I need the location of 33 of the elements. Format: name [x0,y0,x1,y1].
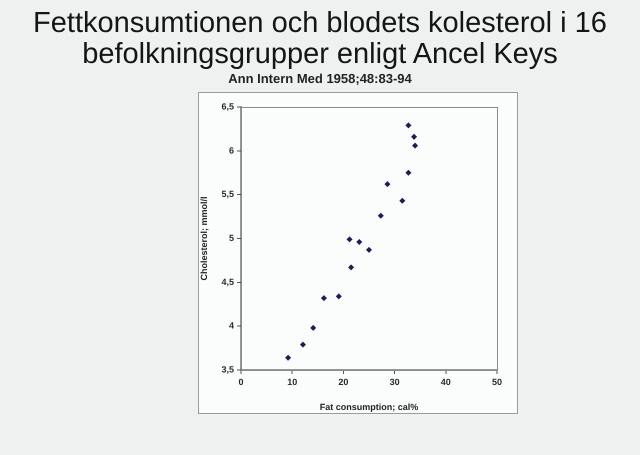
point [310,325,316,331]
x-tick-label: 50 [492,376,502,387]
point [384,181,390,187]
y-tick-label: 6 [228,145,234,156]
point [378,212,384,219]
point [356,239,362,245]
point [399,198,406,204]
point [406,122,412,128]
point [411,134,417,140]
y-tick-label: 6,5 [221,101,234,112]
point [321,295,327,301]
point [366,247,372,253]
y-axis-title: Cholesterol; mmol/l [198,196,209,281]
x-tick-label: 10 [287,376,298,387]
point [300,342,306,348]
y-tick-label: 4 [228,320,234,331]
point [406,170,412,176]
point [348,264,354,270]
x-tick-label: 0 [238,376,244,387]
point [285,354,291,361]
point [346,236,352,242]
x-tick-label: 30 [390,376,400,387]
chart-subtitle: Ann Intern Med 1958;48:83-94 [227,71,413,86]
y-tick-label: 4,5 [221,276,234,287]
chart-title: Fettkonsumtionen och blodets kolesterol i 16 befolkningsgrupper enligt Ancel Keys [32,7,608,70]
x-tick-label: 20 [338,376,348,387]
y-tick-label: 5 [228,232,234,243]
y-tick-label: 3,5 [221,364,234,374]
point [412,142,418,148]
x-axis-title: Fat consumption; cal% [320,402,418,412]
y-tick-label: 5,5 [221,189,234,200]
x-tick-label: 40 [440,376,451,387]
point [336,294,342,300]
